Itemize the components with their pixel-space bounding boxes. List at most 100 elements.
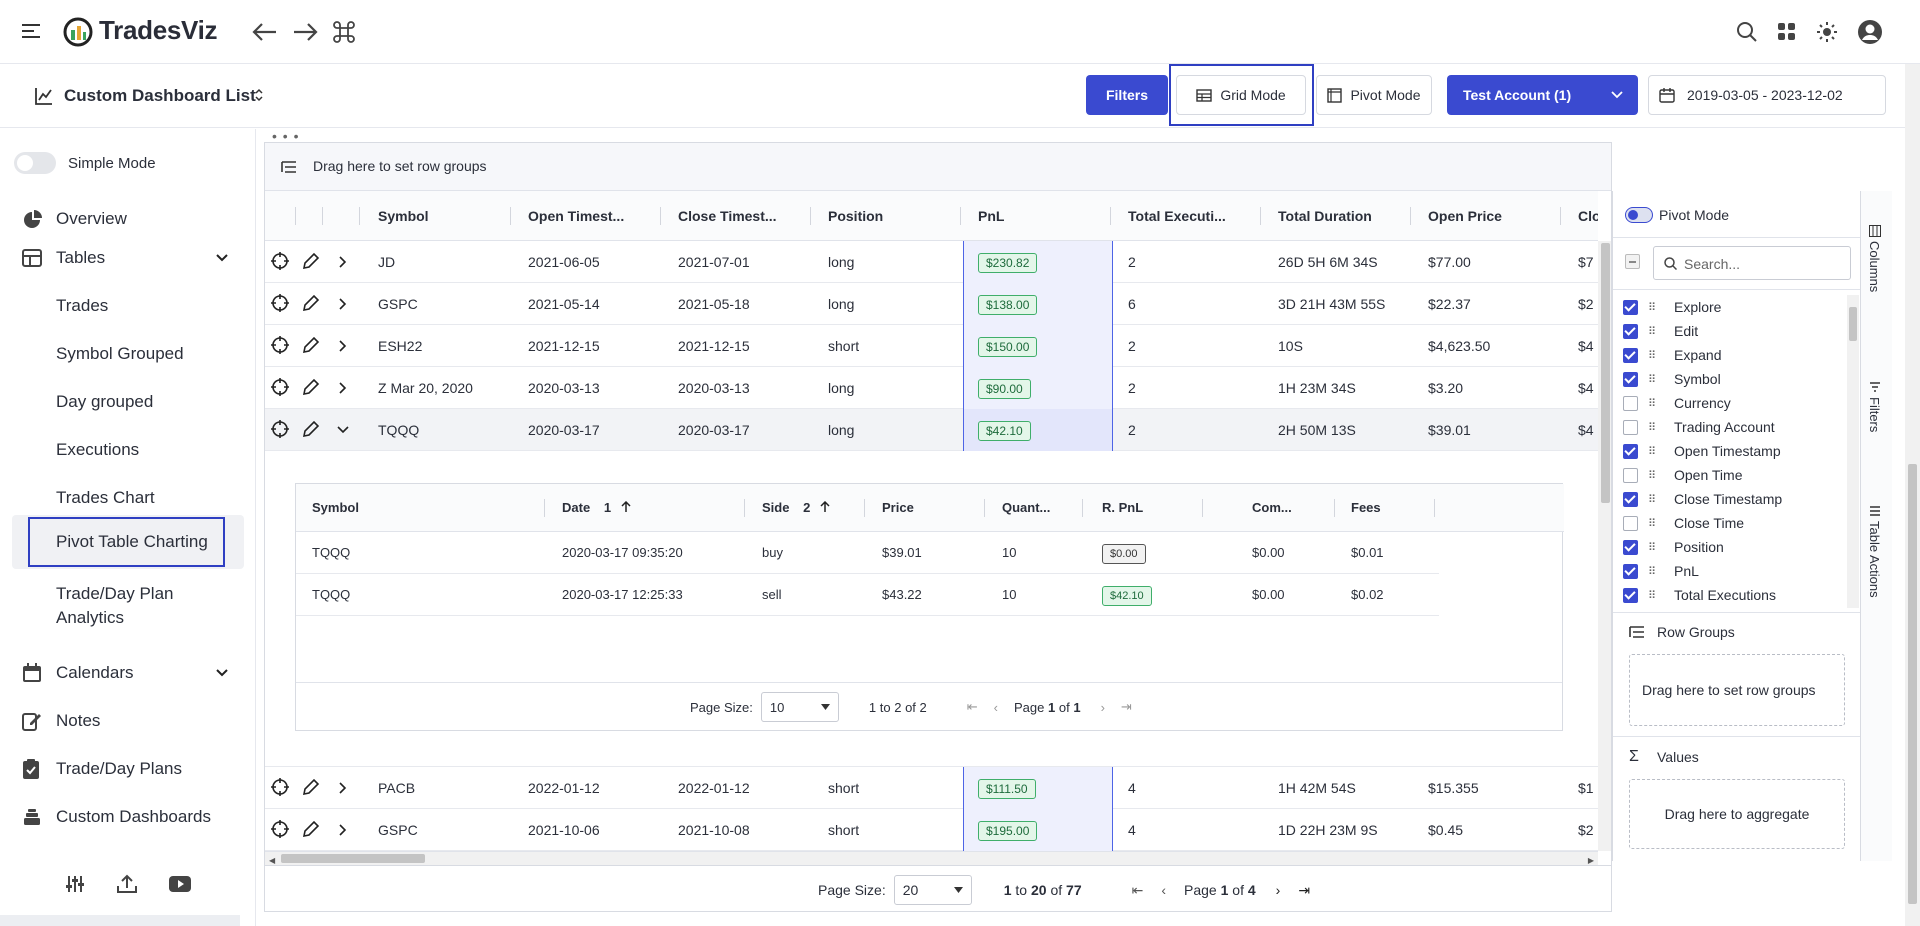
table-row[interactable]: GSPC 2021-10-06 2021-10-08 short $195.00… [265,809,1598,851]
column-header-open-price[interactable]: Open Price [1428,208,1502,224]
column-toggle-trading-account[interactable]: ⠿ Trading Account [1623,415,1775,439]
drag-grip-icon[interactable]: ⠿ [1648,373,1656,386]
table-row[interactable]: PACB 2022-01-12 2022-01-12 short $111.50… [265,767,1598,809]
back-arrow-icon[interactable] [252,20,278,44]
explore-crosshair-icon[interactable] [271,378,289,396]
sidebar-item-tables[interactable]: Tables [0,238,256,278]
drag-grip-icon[interactable]: ⠿ [1648,421,1656,434]
detail-column-price[interactable]: Price [882,500,914,515]
expand-chevron-icon[interactable] [339,298,347,310]
column-header-pnl[interactable]: PnL [978,208,1005,224]
sidebar-item-trade-day-plans[interactable]: Trade/Day Plans [0,749,256,789]
sidebar-subitem-executions[interactable]: Executions [56,440,140,459]
drag-grip-icon[interactable]: ⠿ [1648,565,1656,578]
detail-column-side[interactable]: Side 2 [762,484,830,532]
checkbox-checked[interactable] [1623,587,1638,603]
values-drop-zone[interactable]: Drag here to aggregate [1629,779,1845,849]
app-logo-text[interactable]: TradesViz [99,15,218,45]
hamburger-menu-icon[interactable] [22,22,42,40]
theme-sun-icon[interactable] [1816,21,1838,43]
drag-grip-icon[interactable]: ⠿ [1648,349,1656,362]
expand-chevron-icon[interactable] [339,382,347,394]
checkbox-checked[interactable] [1623,443,1638,459]
dashboard-title[interactable]: Custom Dashboard List [64,86,256,105]
explore-crosshair-icon[interactable] [271,294,289,312]
edit-pencil-icon[interactable] [302,420,320,438]
explore-crosshair-icon[interactable] [271,778,289,796]
sidebar-scrollbar[interactable] [0,915,240,926]
column-header-position[interactable]: Position [828,208,884,224]
simple-mode-toggle[interactable] [14,152,56,174]
tab-filters[interactable]: Filters [1867,381,1882,432]
column-toggle-close-time[interactable]: ⠿ Close Time [1623,511,1744,535]
first-page-icon[interactable]: ⇤ [1131,881,1144,898]
checkbox-checked[interactable] [1623,371,1638,387]
column-header-symbol[interactable]: Symbol [378,208,429,224]
row-groups-drop-zone[interactable]: Drag here to set row groups [1629,654,1845,726]
table-row[interactable]: Z Mar 20, 2020 2020-03-13 2020-03-13 lon… [265,367,1598,409]
sidebar-subitem-pivot-table-charting[interactable]: Pivot Table Charting [28,517,225,567]
search-icon[interactable] [1736,21,1758,43]
checkbox-unchecked[interactable] [1623,467,1638,483]
table-row[interactable]: JD 2021-06-05 2021-07-01 long $230.82 2 … [265,241,1598,283]
drag-grip-icon[interactable]: ⠿ [1648,445,1656,458]
column-toggle-total-executions[interactable]: ⠿ Total Executions [1623,583,1776,607]
account-select-button[interactable]: Test Account (1) [1447,75,1638,115]
next-page-icon[interactable]: › [1275,882,1281,898]
collapse-chevron-icon[interactable] [337,426,349,434]
table-row-expanded[interactable]: TQQQ 2020-03-17 2020-03-17 long $42.10 2… [265,409,1598,451]
sidebar-item-custom-dashboards[interactable]: Custom Dashboards [0,797,256,837]
explore-crosshair-icon[interactable] [271,252,289,270]
drag-grip-icon[interactable]: ⠿ [1648,325,1656,338]
tab-columns[interactable]: Columns [1867,225,1882,292]
drag-grip-icon[interactable]: ⠿ [1648,493,1656,506]
next-page-icon[interactable]: › [1100,699,1105,715]
drag-grip-icon[interactable]: ⠿ [1648,301,1656,314]
expand-chevron-icon[interactable] [339,824,347,836]
detail-column-fees[interactable]: Fees [1351,500,1381,515]
column-toggle-open-time[interactable]: ⠿ Open Time [1623,463,1742,487]
sidebar-subitem-day-grouped[interactable]: Day grouped [56,392,154,411]
explore-crosshair-icon[interactable] [271,820,289,838]
column-list-scrollbar[interactable] [1847,295,1859,608]
column-toggle-close-timestamp[interactable]: ⠿ Close Timestamp [1623,487,1782,511]
horizontal-scrollbar[interactable]: ◀ ▶ [265,851,1598,865]
table-row[interactable]: GSPC 2021-05-14 2021-05-18 long $138.00 … [265,283,1598,325]
table-row[interactable]: ESH22 2021-12-15 2021-12-15 short $150.0… [265,325,1598,367]
drag-grip-icon[interactable]: ⠿ [1648,469,1656,482]
drag-handle-icon[interactable]: • • • [272,128,300,144]
column-header-close-price[interactable]: Close [1578,208,1598,224]
column-header-total-executions[interactable]: Total Executi... [1128,208,1226,224]
column-search-input[interactable]: Search... [1653,246,1851,280]
column-toggle-explore[interactable]: ⠿ Explore [1623,295,1721,319]
edit-pencil-icon[interactable] [302,294,320,312]
detail-row[interactable]: TQQQ 2020-03-17 09:35:20 buy $39.01 10 $… [296,532,1439,574]
grid-mode-button[interactable]: Grid Mode [1176,75,1306,115]
detail-column-realized-pnl[interactable]: R. PnL [1102,500,1144,515]
page-size-select[interactable]: 20 [893,875,972,905]
checkbox-checked[interactable] [1623,563,1638,579]
user-avatar-icon[interactable] [1857,19,1883,45]
first-page-icon[interactable]: ⇤ [966,699,978,714]
select-all-checkbox[interactable] [1625,254,1640,269]
expand-chevron-icon[interactable] [339,782,347,794]
sidebar-subitem-symbol-grouped[interactable]: Symbol Grouped [56,344,184,363]
detail-page-size-select[interactable]: 10 [760,692,839,722]
forward-arrow-icon[interactable] [292,20,318,44]
detail-column-commission[interactable]: Com... [1252,500,1292,515]
checkbox-unchecked[interactable] [1623,419,1638,435]
detail-column-quantity[interactable]: Quant... [1002,500,1051,515]
explore-crosshair-icon[interactable] [271,336,289,354]
edit-pencil-icon[interactable] [302,252,320,270]
sidebar-item-calendars[interactable]: Calendars [0,653,256,693]
detail-column-symbol[interactable]: Symbol [312,500,359,515]
edit-pencil-icon[interactable] [302,778,320,796]
column-toggle-pnl[interactable]: ⠿ PnL [1623,559,1699,583]
edit-pencil-icon[interactable] [302,820,320,838]
column-toggle-position[interactable]: ⠿ Position [1623,535,1724,559]
command-icon[interactable] [333,21,355,43]
pivot-mode-button[interactable]: Pivot Mode [1316,75,1432,115]
edit-pencil-icon[interactable] [302,378,320,396]
prev-page-icon[interactable]: ‹ [993,699,999,715]
edit-pencil-icon[interactable] [302,336,320,354]
